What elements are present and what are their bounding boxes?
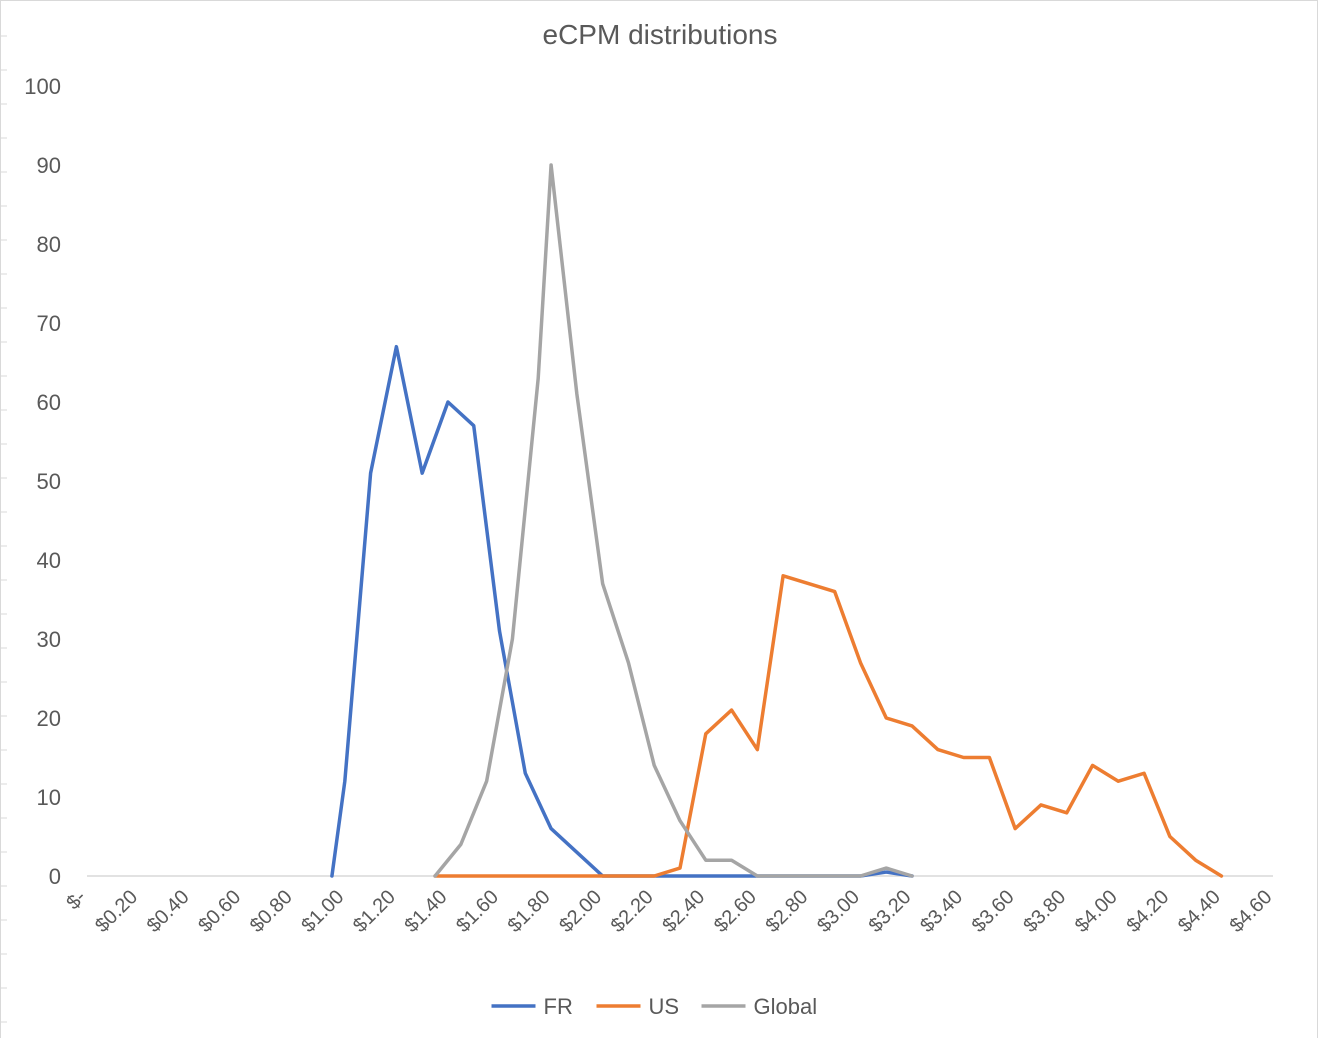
legend: FR US Global — [491, 994, 818, 1019]
x-tick-label: $0.60 — [194, 886, 245, 937]
sheet-edge-ticks — [1, 35, 7, 1023]
x-tick-label: $0.80 — [246, 886, 297, 937]
y-tick-label: 10 — [37, 785, 61, 810]
x-tick-label: $1.80 — [504, 886, 555, 937]
x-tick-label: $1.40 — [401, 886, 452, 937]
x-tick-label: $2.20 — [607, 886, 658, 937]
series-line-us — [433, 574, 1224, 878]
chart-title: eCPM distributions — [542, 19, 778, 50]
x-tick-label: $2.40 — [658, 886, 709, 937]
x-tick-label: $2.80 — [761, 886, 812, 937]
series-line-global — [433, 163, 914, 878]
y-axis-ticks: 0 10 20 30 40 50 60 70 80 90 100 — [24, 74, 61, 889]
x-tick-label: $4.60 — [1226, 886, 1277, 937]
y-tick-label: 30 — [37, 627, 61, 652]
y-tick-label: 60 — [37, 390, 61, 415]
x-tick-label: $3.00 — [813, 886, 864, 937]
x-tick-label: $2.60 — [710, 886, 761, 937]
x-tick-label: $4.20 — [1122, 886, 1173, 937]
legend-label: FR — [544, 994, 573, 1019]
legend-label: US — [649, 994, 680, 1019]
x-tick-label: $0.20 — [91, 886, 142, 937]
series-line-fr — [330, 344, 914, 878]
x-tick-label: $1.60 — [452, 886, 503, 937]
x-tick-label: $3.20 — [865, 886, 916, 937]
y-tick-label: 90 — [37, 153, 61, 178]
y-tick-label: 80 — [37, 232, 61, 257]
legend-item-global: Global — [701, 994, 818, 1019]
x-tick-label: $3.60 — [968, 886, 1019, 937]
x-tick-label: $2.00 — [555, 886, 606, 937]
x-tick-label: $- — [62, 886, 90, 914]
y-tick-label: 20 — [37, 706, 61, 731]
x-tick-label: $4.00 — [1071, 886, 1122, 937]
x-tick-label: $1.20 — [349, 886, 400, 937]
y-tick-label: 40 — [37, 548, 61, 573]
x-tick-label: $0.40 — [143, 886, 194, 937]
y-tick-label: 70 — [37, 311, 61, 336]
x-axis-ticks: $- $0.20 $0.40 $0.60 $0.80 $1.00 $1.20 $1.40 $1.… — [62, 886, 1276, 937]
x-tick-label: $4.40 — [1174, 886, 1225, 937]
y-tick-label: 0 — [49, 864, 61, 889]
x-tick-label: $1.00 — [297, 886, 348, 937]
x-tick-label: $3.40 — [916, 886, 967, 937]
y-tick-label: 50 — [37, 469, 61, 494]
x-tick-label: $3.80 — [1019, 886, 1070, 937]
y-tick-label: 100 — [24, 74, 61, 99]
legend-item-us: US — [596, 994, 680, 1019]
legend-label: Global — [754, 994, 818, 1019]
legend-item-fr: FR — [491, 994, 573, 1019]
